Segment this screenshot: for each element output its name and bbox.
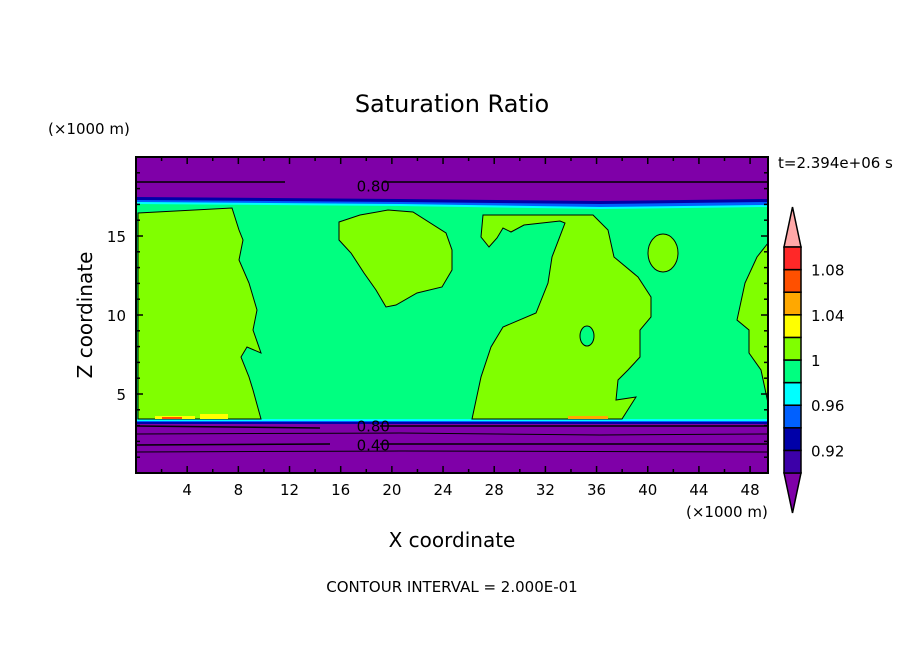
patch-1 (137, 207, 262, 420)
patch-2 (338, 209, 453, 308)
colorbar-swatch (783, 381, 802, 406)
colorbar-swatch (783, 314, 802, 339)
high-spot (162, 417, 182, 419)
contour-line (135, 450, 769, 453)
x-tick-label: 16 (331, 481, 350, 499)
time-label: t=2.394e+06 s (778, 154, 893, 172)
colorbar-label: 1.04 (811, 307, 844, 325)
contour-field: 0.80 0.80 0.40 (135, 156, 769, 474)
y-tick-label: 5 (116, 386, 126, 404)
x-tick-label: 40 (638, 481, 657, 499)
x-tick-label: 20 (382, 481, 401, 499)
colorbar-swatch (783, 404, 802, 429)
colorbar-label: 1.08 (811, 262, 844, 280)
colorbar-label: 0.92 (811, 442, 844, 460)
colorbar-label: 0.96 (811, 397, 844, 415)
y-unit-label: (×1000 m) (48, 120, 130, 138)
x-tick-label: 4 (182, 481, 192, 499)
patch-3 (471, 214, 652, 420)
y-tick-label: 10 (107, 307, 126, 325)
patch-hole (579, 325, 595, 347)
x-tick-label: 48 (741, 481, 760, 499)
high-spot (568, 416, 608, 419)
colorbar-swatch (783, 449, 802, 474)
colorbar: 0.92 0.96 1 1.04 1.08 (783, 206, 844, 514)
colorbar-swatch (783, 291, 802, 316)
x-tick-label: 44 (689, 481, 708, 499)
contour-line-0.40 (135, 443, 768, 446)
x-tick-label: 36 (587, 481, 606, 499)
supersaturated-patches (137, 207, 769, 420)
contour-lines (135, 181, 769, 453)
contour-label: 0.80 (357, 177, 390, 195)
x-tick-label: 24 (433, 481, 452, 499)
contour-label: 0.40 (357, 437, 390, 455)
patch-5 (736, 241, 769, 404)
colorbar-over-arrow (783, 206, 802, 248)
colorbar-swatch (783, 246, 802, 271)
colorbar-swatch (783, 336, 802, 361)
colorbar-under-arrow (783, 472, 802, 514)
x-tick-label: 12 (280, 481, 299, 499)
y-axis-label: Z coordinate (73, 252, 97, 379)
y-tick-label: 15 (107, 228, 126, 246)
x-tick-label: 28 (485, 481, 504, 499)
contour-label: 0.80 (357, 418, 390, 436)
x-tick-label: 8 (234, 481, 244, 499)
colorbar-swatch (783, 427, 802, 452)
colorbar-label: 1 (811, 352, 821, 370)
patch-4 (647, 233, 679, 273)
colorbar-swatch (783, 359, 802, 384)
x-unit-label: (×1000 m) (686, 503, 768, 521)
contour-interval-note: CONTOUR INTERVAL = 2.000E-01 (326, 578, 577, 596)
colorbar-swatch (783, 268, 802, 293)
chart-title: Saturation Ratio (355, 90, 549, 118)
contour-line (135, 432, 769, 436)
x-axis-label: X coordinate (389, 528, 516, 552)
contour-line-0.80-bottom (135, 425, 768, 429)
high-spot (200, 414, 228, 419)
x-tick-label: 32 (536, 481, 555, 499)
